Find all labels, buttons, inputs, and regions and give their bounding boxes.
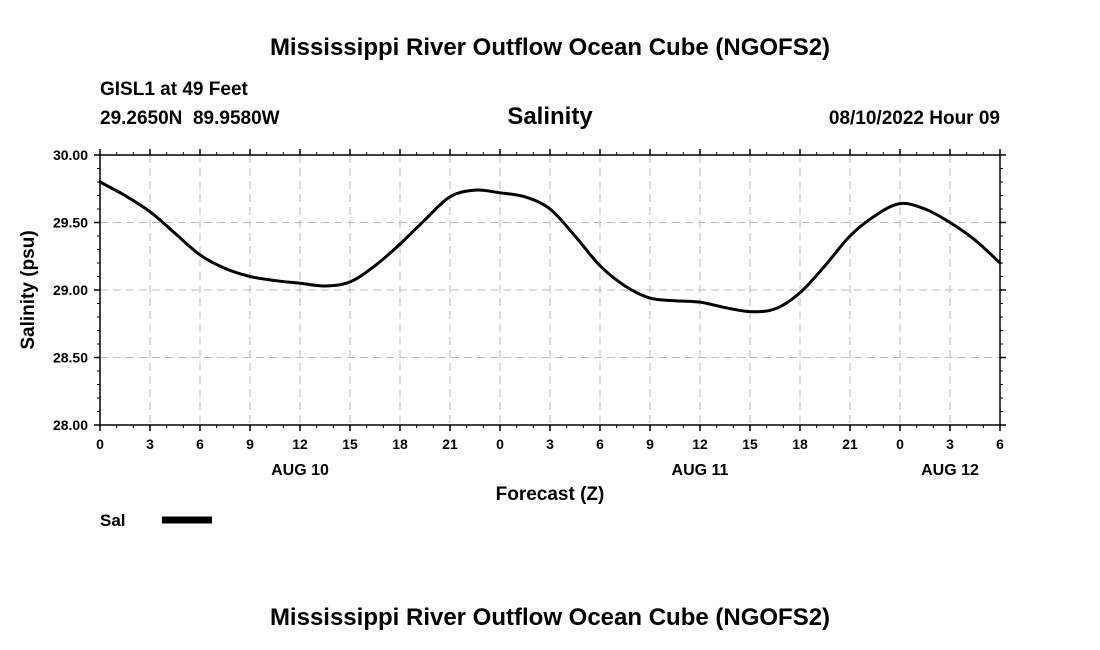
x-tick-label: 3 xyxy=(146,436,154,452)
x-tick-label: 6 xyxy=(996,436,1004,452)
date-label: AUG 11 xyxy=(672,462,729,479)
x-tick-label: 18 xyxy=(392,436,408,452)
y-tick-label: 29.50 xyxy=(53,215,88,231)
station-label: GISL1 at 49 Feet xyxy=(100,79,249,100)
date-label: AUG 12 xyxy=(921,462,979,479)
grid-lines xyxy=(100,155,1000,425)
x-tick-label: 12 xyxy=(292,436,308,452)
y-axis-label: Salinity (psu) xyxy=(18,230,39,349)
series-layer xyxy=(98,180,1002,314)
footer-title: Mississippi River Outflow Ocean Cube (NG… xyxy=(270,604,830,631)
x-tick-label: 6 xyxy=(196,436,204,452)
x-axis-label: Forecast (Z) xyxy=(496,484,605,505)
series-line-sal xyxy=(98,180,1002,314)
legend-label-sal: Sal xyxy=(100,511,126,530)
x-tick-label: 18 xyxy=(792,436,808,452)
x-tick-label: 9 xyxy=(246,436,254,452)
x-tick-label: 15 xyxy=(742,436,758,452)
y-tick-label: 28.00 xyxy=(53,417,88,433)
y-tick-label: 28.50 xyxy=(53,350,88,366)
legend: Sal xyxy=(100,511,212,530)
y-tick-labels: 30.00 29.50 29.00 28.50 28.00 xyxy=(53,147,88,433)
chart-title: Salinity xyxy=(507,103,593,130)
station-coords: 29.2650N 89.9580W xyxy=(100,108,280,129)
x-tick-label: 3 xyxy=(546,436,554,452)
x-tick-label: 9 xyxy=(646,436,654,452)
forecast-datetime: 08/10/2022 Hour 09 xyxy=(829,108,1000,129)
x-tick-label: 21 xyxy=(842,436,858,452)
x-tick-label: 0 xyxy=(96,436,104,452)
date-label: AUG 10 xyxy=(271,462,329,479)
x-tick-labels: 0 3 6 9 12 15 18 21 0 3 6 9 12 15 18 21 0 3 6 xyxy=(96,436,1004,452)
date-labels: AUG 10 AUG 11 AUG 12 xyxy=(271,462,979,479)
x-tick-label: 12 xyxy=(692,436,708,452)
x-tick-label: 15 xyxy=(342,436,358,452)
y-tick-label: 30.00 xyxy=(53,147,88,163)
y-tick-label: 29.00 xyxy=(53,282,88,298)
x-tick-label: 21 xyxy=(442,436,458,452)
x-tick-label: 3 xyxy=(946,436,954,452)
page-title: Mississippi River Outflow Ocean Cube (NG… xyxy=(270,34,830,61)
x-tick-label: 0 xyxy=(496,436,504,452)
plot-frame xyxy=(99,154,1001,426)
x-tick-label: 6 xyxy=(596,436,604,452)
x-tick-label: 0 xyxy=(896,436,904,452)
